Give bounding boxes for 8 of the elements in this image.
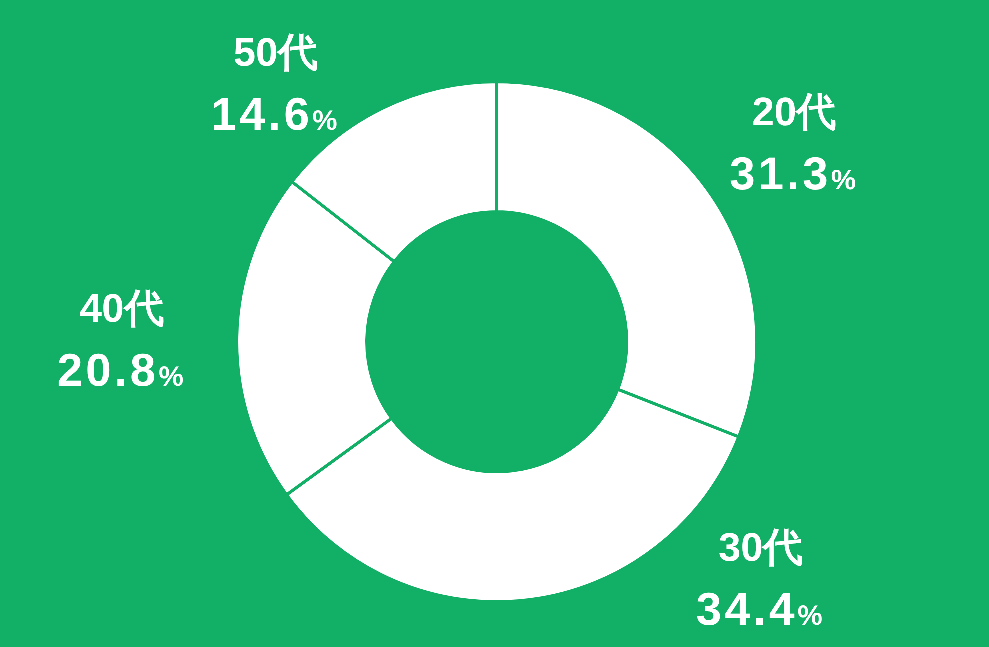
slice-label: 40代 [80, 286, 164, 331]
data-label: 20.8% [57, 344, 187, 396]
slice-label: 20代 [752, 90, 837, 134]
data-label: 31.3% [730, 147, 860, 200]
data-label: 14.6% [211, 88, 341, 140]
slice-label: 50代 [234, 31, 318, 75]
slice-label: 30代 [718, 526, 804, 570]
data-label: 34.4% [696, 583, 826, 635]
